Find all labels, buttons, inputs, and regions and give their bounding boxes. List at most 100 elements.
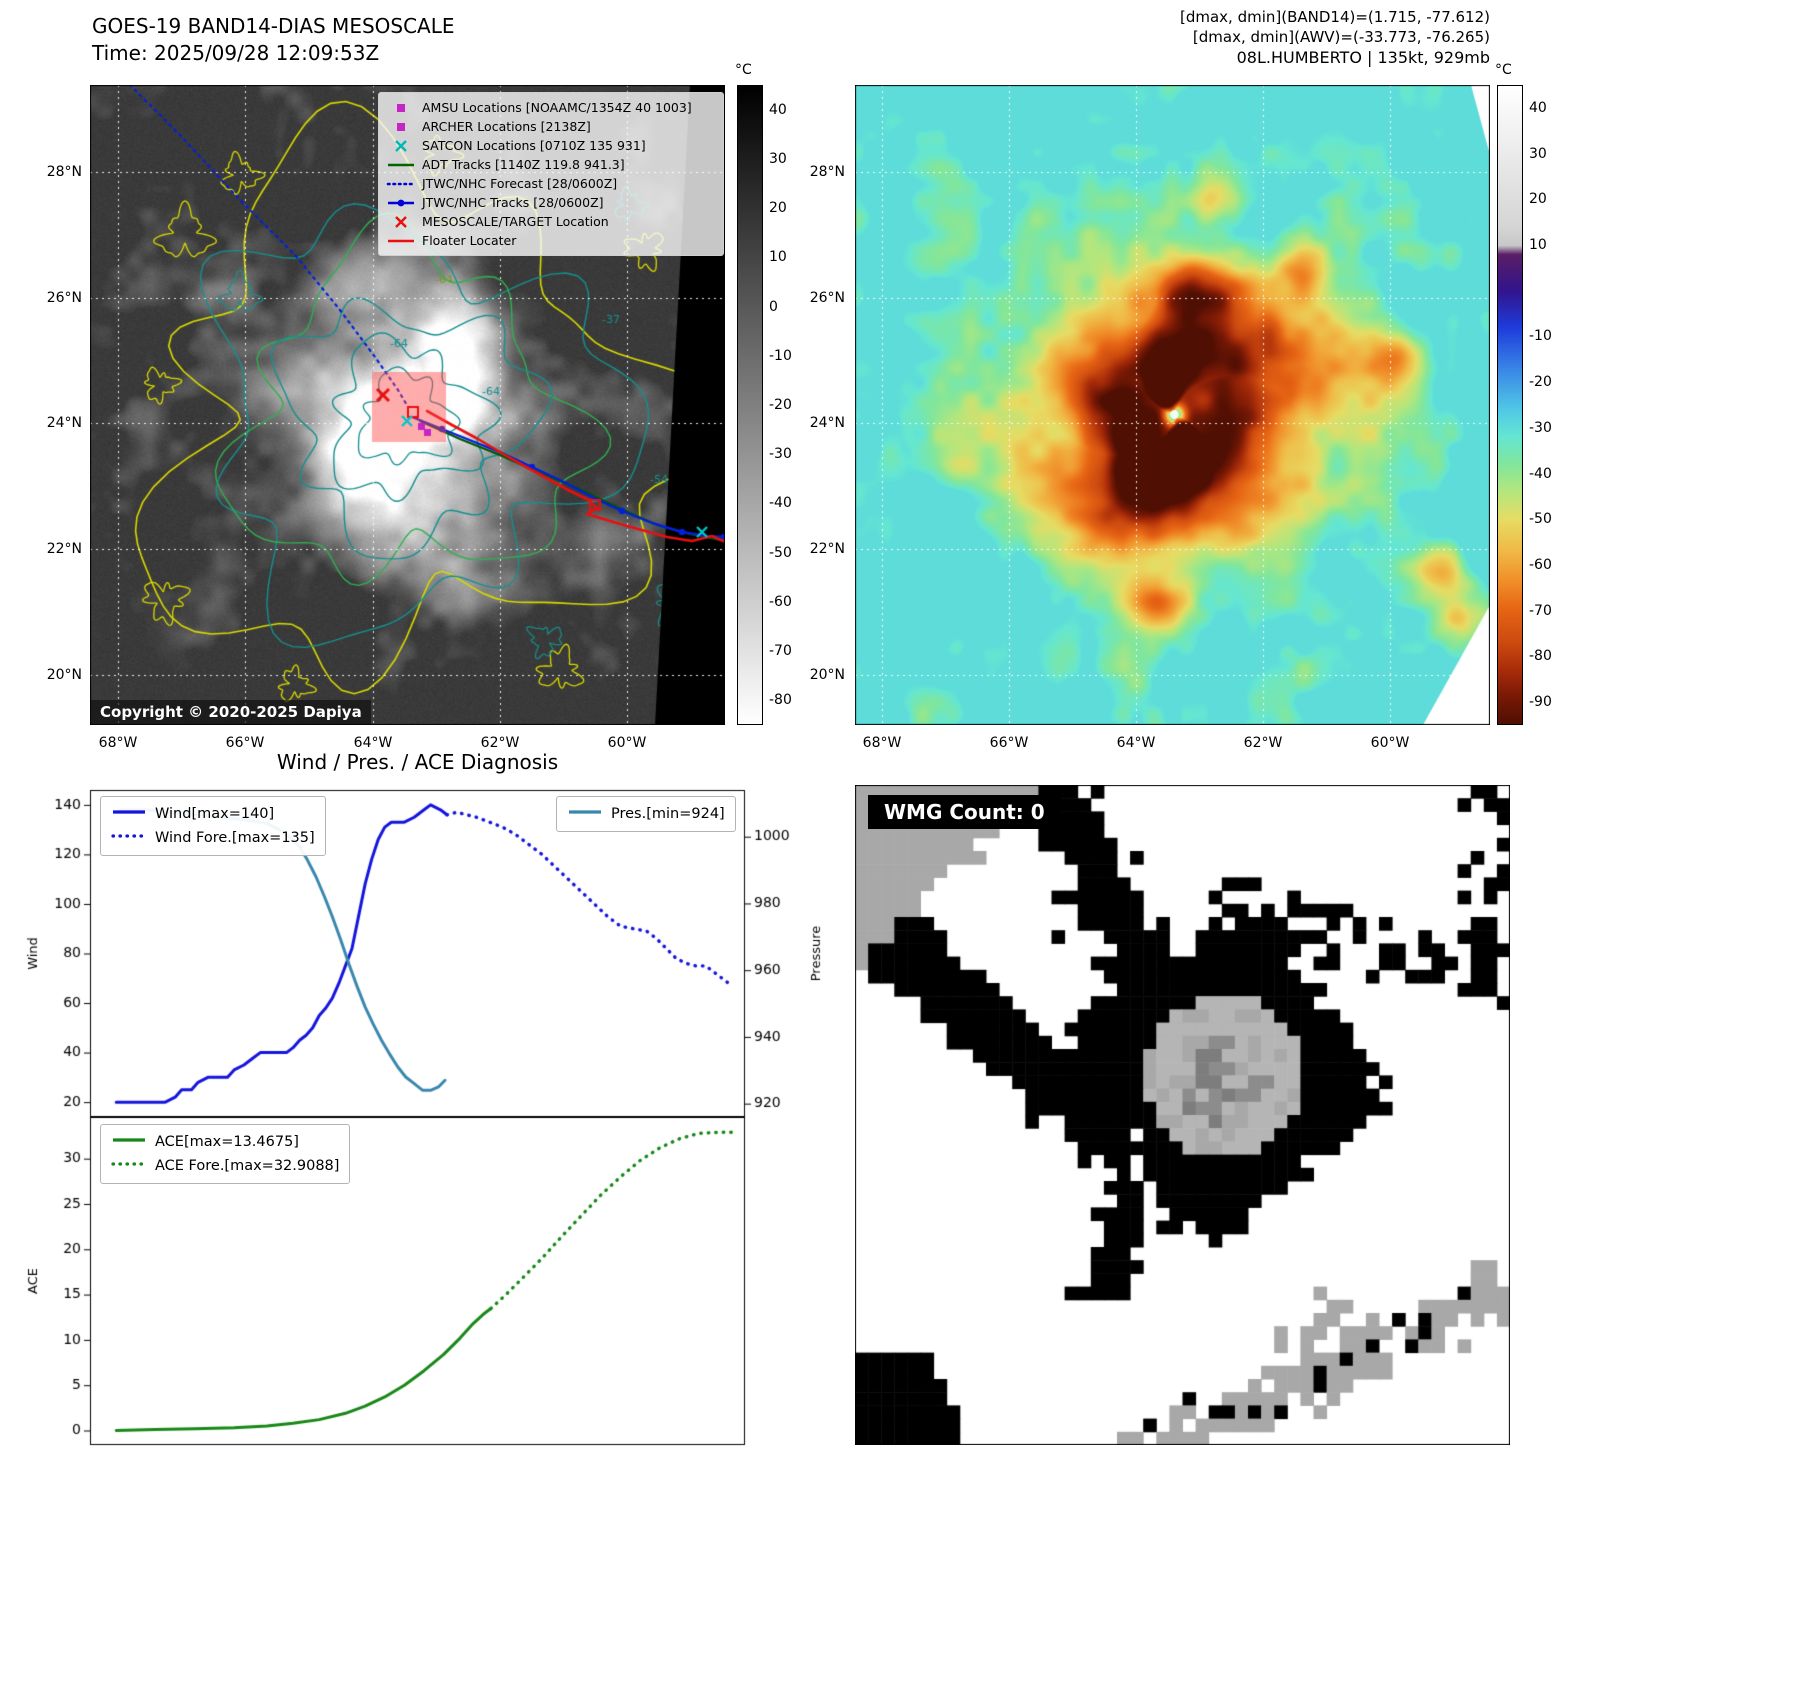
lon-tick-label: 62°W xyxy=(1243,735,1283,751)
map-legend-item: SATCON Locations [0710Z 135 931] xyxy=(386,136,716,155)
lat-tick-label: 26°N xyxy=(809,290,845,306)
lon-tick-label: 64°W xyxy=(1116,735,1156,751)
lat-tick-label: 24°N xyxy=(809,415,845,431)
dmax-dmin-awv-label: [dmax, dmin](AWV)=(-33.773, -76.265) xyxy=(1192,28,1490,46)
map-legend-label: MESOSCALE/TARGET Location xyxy=(422,214,609,229)
solid-line-sample-icon xyxy=(111,1132,147,1152)
map-legend-label: Floater Locater xyxy=(422,233,517,248)
colorbar-tick-label: -40 xyxy=(1529,465,1552,482)
wmg-microwave-map xyxy=(855,785,1510,1445)
chart-legend-label: ACE[max=13.4675] xyxy=(155,1134,299,1150)
colorbar-tick-label: -80 xyxy=(769,692,792,709)
colorbar-tick-label: 20 xyxy=(769,200,787,217)
wind-legend: Wind[max=140] Wind Fore.[max=135] xyxy=(100,796,326,856)
colorbar-tick-label: 30 xyxy=(1529,145,1547,162)
lat-tick-label: 28°N xyxy=(809,164,845,180)
lat-tick-label: 22°N xyxy=(809,541,845,557)
lat-tick-label: 22°N xyxy=(46,541,82,557)
lat-tick-label: 28°N xyxy=(46,164,82,180)
map-legend-item: Floater Locater xyxy=(386,231,716,250)
lat-tick-label: 20°N xyxy=(809,667,845,683)
lon-tick-label: 64°W xyxy=(353,735,393,751)
lon-tick-label: 60°W xyxy=(607,735,647,751)
awv-colorbar-unit: °C xyxy=(1495,62,1512,78)
colorbar-tick-label: 20 xyxy=(1529,191,1547,208)
map-legend-item: JTWC/NHC Tracks [28/0600Z] xyxy=(386,193,716,212)
line-dot-marker-icon xyxy=(386,196,416,210)
map-legend-item: JTWC/NHC Forecast [28/0600Z] xyxy=(386,174,716,193)
square-marker-icon xyxy=(386,120,416,134)
wmg-count-label: WMG Count: 0 xyxy=(868,795,1061,829)
colorbar-tick-label: -80 xyxy=(1529,648,1552,665)
dotted-line-sample-icon xyxy=(111,828,147,848)
solid-line-sample-icon xyxy=(111,804,147,824)
map-legend-label: SATCON Locations [0710Z 135 931] xyxy=(422,138,646,153)
lon-tick-label: 68°W xyxy=(862,735,902,751)
map-legend-item: AMSU Locations [NOAAMC/1354Z 40 1003] xyxy=(386,98,716,117)
colorbar-tick-label: -30 xyxy=(1529,419,1552,436)
lon-tick-label: 66°W xyxy=(989,735,1029,751)
square-marker-icon xyxy=(386,101,416,115)
lat-tick-label: 26°N xyxy=(46,290,82,306)
solid-line-sample-icon xyxy=(567,804,603,824)
colorbar-tick-label: 40 xyxy=(1529,99,1547,116)
band14-colorbar xyxy=(737,85,763,725)
lon-tick-label: 68°W xyxy=(98,735,138,751)
colorbar-tick-label: -30 xyxy=(769,446,792,463)
dmax-dmin-band14-label: [dmax, dmin](BAND14)=(1.715, -77.612) xyxy=(1179,8,1490,26)
wind-pres-ace-chart xyxy=(20,745,830,1460)
lon-tick-label: 62°W xyxy=(480,735,520,751)
storm-id-label: 08L.HUMBERTO | 135kt, 929mb xyxy=(1236,48,1490,67)
map-legend-label: ADT Tracks [1140Z 119.8 941.3] xyxy=(422,157,625,172)
chart-legend-label: Wind Fore.[max=135] xyxy=(155,830,315,846)
band14-time: Time: 2025/09/28 12:09:53Z xyxy=(92,41,380,65)
pressure-legend: Pres.[min=924] xyxy=(556,796,736,832)
line-marker-icon xyxy=(386,234,416,248)
line-marker-icon xyxy=(386,158,416,172)
map-legend-label: ARCHER Locations [2138Z] xyxy=(422,119,591,134)
lat-tick-label: 24°N xyxy=(46,415,82,431)
awv-satellite-map xyxy=(855,85,1490,725)
colorbar-tick-label: -50 xyxy=(769,544,792,561)
ace-legend: ACE[max=13.4675] ACE Fore.[max=32.9088] xyxy=(100,1124,351,1184)
colorbar-tick-label: -60 xyxy=(1529,557,1552,573)
chart-legend-item: Wind[max=140] xyxy=(111,802,315,826)
copyright-label: Copyright © 2020-2025 Dapiya xyxy=(91,700,371,724)
map-legend-item: ADT Tracks [1140Z 119.8 941.3] xyxy=(386,155,716,174)
map-legend-item: MESOSCALE/TARGET Location xyxy=(386,212,716,231)
colorbar-tick-label: -20 xyxy=(769,397,792,413)
lat-tick-label: 20°N xyxy=(46,667,82,683)
map-legend-item: ARCHER Locations [2138Z] xyxy=(386,117,716,136)
colorbar-tick-label: 0 xyxy=(769,298,778,315)
chart-legend-label: ACE Fore.[max=32.9088] xyxy=(155,1158,340,1174)
map-legend-label: JTWC/NHC Forecast [28/0600Z] xyxy=(422,176,618,191)
dotted-line-sample-icon xyxy=(111,1156,147,1176)
dotted-line-marker-icon xyxy=(386,177,416,191)
chart-legend-item: Pres.[min=924] xyxy=(567,802,725,826)
chart-legend-label: Pres.[min=924] xyxy=(611,806,725,822)
band14-colorbar-unit: °C xyxy=(735,62,752,78)
chart-legend-item: Wind Fore.[max=135] xyxy=(111,826,315,850)
map-legend-label: JTWC/NHC Tracks [28/0600Z] xyxy=(422,195,604,210)
colorbar-tick-label: 30 xyxy=(769,150,787,167)
colorbar-tick-label: -50 xyxy=(1529,511,1552,528)
colorbar-tick-label: 10 xyxy=(769,249,787,266)
colorbar-tick-label: 40 xyxy=(769,101,787,118)
map-legend-label: AMSU Locations [NOAAMC/1354Z 40 1003] xyxy=(422,100,692,115)
chart-legend-label: Wind[max=140] xyxy=(155,806,275,822)
band14-title: GOES-19 BAND14-DIAS MESOSCALE xyxy=(92,14,455,38)
colorbar-tick-label: -70 xyxy=(769,643,792,660)
lon-tick-label: 60°W xyxy=(1370,735,1410,751)
band14-map-legend: AMSU Locations [NOAAMC/1354Z 40 1003] ARC… xyxy=(378,92,724,256)
colorbar-tick-label: -40 xyxy=(769,495,792,512)
colorbar-tick-label: -90 xyxy=(1529,694,1552,711)
colorbar-tick-label: -60 xyxy=(769,593,792,610)
colorbar-tick-label: -70 xyxy=(1529,602,1552,619)
x-marker-icon xyxy=(386,215,416,229)
awv-colorbar xyxy=(1497,85,1523,725)
chart-legend-item: ACE[max=13.4675] xyxy=(111,1130,339,1154)
x-marker-icon xyxy=(386,139,416,153)
colorbar-tick-label: -20 xyxy=(1529,374,1552,391)
colorbar-tick-label: -10 xyxy=(769,347,792,364)
